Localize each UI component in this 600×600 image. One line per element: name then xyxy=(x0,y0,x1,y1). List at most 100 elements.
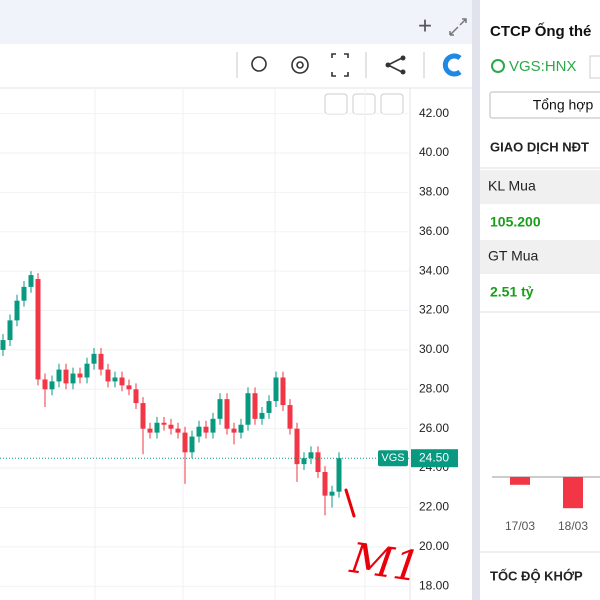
flow-date: 18/03 xyxy=(558,519,588,533)
candle-body xyxy=(7,320,13,341)
candle-body xyxy=(280,377,286,406)
candle-body xyxy=(322,472,328,496)
candle-body xyxy=(14,300,20,321)
row-label: KL Mua xyxy=(488,178,536,194)
settings-icon[interactable] xyxy=(291,56,309,74)
splitter xyxy=(472,0,480,600)
row-value: 105.200 xyxy=(490,214,541,230)
candle-body xyxy=(168,424,174,429)
y-tick-label: 30.00 xyxy=(419,342,449,356)
row-label: GT Mua xyxy=(488,248,539,264)
ticker: VGS:HNX xyxy=(509,58,577,75)
candle-body xyxy=(70,373,76,384)
y-tick-label: 26.00 xyxy=(419,421,449,435)
share-dot xyxy=(400,55,406,61)
candle-body xyxy=(231,428,237,433)
candle-body xyxy=(217,399,223,419)
price-chart: 42.00 40.00 38.00 36.00 34.00 32.00 30.00 28.00… xyxy=(0,106,458,592)
status-icon xyxy=(491,59,505,73)
candle-body xyxy=(315,452,321,472)
y-tick-label: 36.00 xyxy=(419,224,449,238)
vertical-grid xyxy=(94,88,366,600)
candle-body xyxy=(266,401,272,413)
candle-body xyxy=(140,403,146,429)
symbol-tag: VGS xyxy=(381,452,404,464)
candle-body xyxy=(133,389,139,404)
ticker-box xyxy=(589,55,600,79)
candle-body xyxy=(21,286,27,301)
company-name: CTCP Ống thé xyxy=(490,22,591,40)
candle-body xyxy=(42,379,48,390)
row-header xyxy=(480,170,600,204)
candle-body xyxy=(154,422,160,433)
y-tick-label: 42.00 xyxy=(419,106,449,120)
share-dot xyxy=(385,62,391,68)
candle-body xyxy=(287,405,293,429)
toolbar xyxy=(236,52,425,78)
candle-body xyxy=(259,412,265,419)
expand-button[interactable] xyxy=(449,18,467,36)
candle-body xyxy=(0,340,6,350)
candle-body xyxy=(49,381,55,390)
flow-chart: 17/03 18/03 xyxy=(492,476,600,533)
y-tick-label: 32.00 xyxy=(419,303,449,317)
candle-body xyxy=(161,422,167,425)
flow-date: 17/03 xyxy=(505,519,535,533)
candle-body xyxy=(63,369,69,384)
zoom-icon[interactable] xyxy=(251,56,267,72)
candle-body xyxy=(77,373,83,378)
candle-body xyxy=(98,353,104,370)
last-price-box xyxy=(411,449,458,468)
candle-body xyxy=(126,385,132,390)
y-tick-label: 38.00 xyxy=(419,185,449,199)
handwritten-stroke xyxy=(344,488,356,518)
candle-body xyxy=(56,369,62,382)
settings-icon-core xyxy=(296,61,304,69)
row-header xyxy=(480,240,600,274)
share-icon[interactable] xyxy=(387,57,403,73)
candle-body xyxy=(35,279,41,380)
candle-body xyxy=(91,353,97,364)
y-tick-label: 18.00 xyxy=(419,578,449,592)
candle-body xyxy=(147,428,153,433)
y-tick-label: 40.00 xyxy=(419,145,449,159)
candle-body xyxy=(329,491,335,496)
fullscreen-icon[interactable] xyxy=(331,53,349,77)
flow-bar xyxy=(563,477,583,509)
candle-body xyxy=(112,377,118,382)
candle-body xyxy=(175,428,181,433)
candle-body xyxy=(210,418,216,433)
y-tick-label: 28.00 xyxy=(419,381,449,395)
candle-body xyxy=(336,458,342,492)
candle-body xyxy=(105,369,111,382)
candle-body xyxy=(28,275,34,287)
candle-body xyxy=(301,458,307,465)
top-bar xyxy=(0,0,472,44)
candle-body xyxy=(273,377,279,402)
candle-body xyxy=(189,436,195,453)
candle-body xyxy=(245,393,251,425)
handwritten-annotation: M1 xyxy=(346,533,423,591)
candle-body xyxy=(196,426,202,437)
tab-label: Tổng hợp xyxy=(533,97,594,113)
candle-body xyxy=(84,363,90,378)
candle-body xyxy=(182,432,188,453)
flow-bar xyxy=(510,477,530,485)
y-tick-label: 34.00 xyxy=(419,263,449,277)
symbol-tag-box xyxy=(378,450,408,467)
candle-body xyxy=(294,428,300,465)
logo[interactable] xyxy=(442,53,462,77)
tab-button[interactable] xyxy=(489,91,600,119)
y-tick-label: 20.00 xyxy=(419,539,449,553)
y-tick-label: 22.00 xyxy=(419,500,449,514)
last-price-label: 24.50 xyxy=(419,450,449,464)
add-button[interactable]: + xyxy=(418,12,432,39)
candle-body xyxy=(203,426,209,433)
share-dot xyxy=(400,69,406,75)
row-value: 2.51 tỷ xyxy=(490,284,534,300)
candle-body xyxy=(224,399,230,429)
section-title: GIAO DỊCH NĐT xyxy=(490,139,589,154)
footer-title: TỐC ĐỘ KHỚP xyxy=(490,568,583,583)
